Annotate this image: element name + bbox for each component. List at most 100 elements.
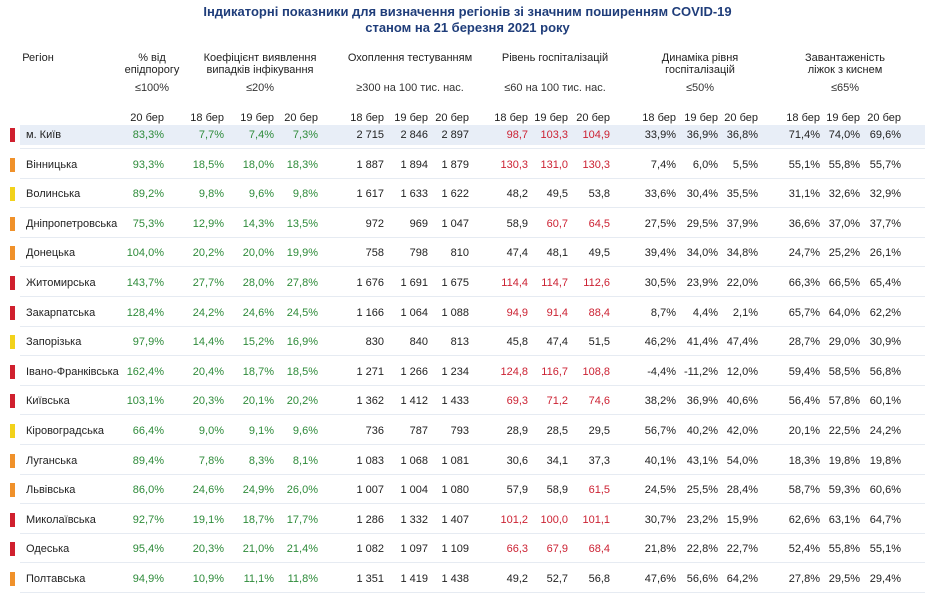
date-coef-3: 20 бер (284, 112, 318, 124)
region-name: Одеська (26, 543, 70, 555)
table-row: Закарпатська 128,4% 24,2% 24,6% 24,5% 1 166 1 … (0, 299, 935, 328)
region-name: Запорізька (26, 336, 82, 348)
hosp-cell: 130,3 (500, 159, 528, 171)
dyn-cell: 7,4% (650, 159, 676, 171)
coef-cell: 17,7% (286, 514, 318, 526)
pct-cell: 83,3% (132, 129, 164, 141)
dyn-cell: 30,4% (686, 188, 718, 200)
date-coef-1: 18 бер (190, 112, 224, 124)
coef-cell: 12,9% (192, 218, 224, 230)
dyn-cell: 56,7% (644, 425, 676, 437)
region-name: Дніпропетровська (26, 218, 118, 230)
oxy-cell: 66,5% (828, 277, 860, 289)
dyn-cell: 64,2% (726, 573, 758, 585)
coef-cell: 18,5% (286, 366, 318, 378)
test-cell: 1 887 (356, 159, 384, 171)
pct-cell: 92,7% (132, 514, 164, 526)
row-separator (20, 207, 925, 208)
oxy-cell: 29,4% (869, 573, 901, 585)
hosp-cell: 67,9 (546, 543, 568, 555)
test-cell: 1 064 (400, 307, 428, 319)
coef-cell: 7,3% (292, 129, 318, 141)
dyn-cell: 37,9% (726, 218, 758, 230)
hosp-cell: 34,1 (546, 455, 568, 467)
coef-cell: 14,3% (242, 218, 274, 230)
risk-level-marker (10, 424, 15, 438)
oxy-cell: 63,1% (828, 514, 860, 526)
risk-level-marker (10, 394, 15, 408)
test-cell: 1 097 (400, 543, 428, 555)
dyn-cell: 22,8% (686, 543, 718, 555)
hosp-cell: 56,8 (588, 573, 610, 585)
oxy-cell: 65,7% (788, 307, 820, 319)
hosp-cell: 58,9 (546, 484, 568, 496)
coef-cell: 7,4% (248, 129, 274, 141)
dyn-cell: 34,0% (686, 247, 718, 259)
test-cell: 1 007 (356, 484, 384, 496)
row-separator (20, 178, 925, 179)
dyn-cell: 23,9% (686, 277, 718, 289)
hosp-cell: 49,5 (588, 247, 610, 259)
risk-level-marker (10, 276, 15, 290)
title-line-2: станом на 21 березня 2021 року (365, 20, 570, 35)
hosp-cell: 47,4 (506, 247, 528, 259)
region-name: Полтавська (26, 573, 86, 585)
oxy-cell: 62,2% (869, 307, 901, 319)
test-cell: 736 (365, 425, 384, 437)
hosp-cell: 51,5 (588, 336, 610, 348)
coef-cell: 9,6% (248, 188, 274, 200)
row-separator (20, 592, 925, 593)
hosp-cell: 64,5 (588, 218, 610, 230)
dyn-cell: 36,9% (686, 395, 718, 407)
hosp-cell: 104,9 (582, 129, 610, 141)
dyn-cell: 5,5% (732, 159, 758, 171)
dyn-cell: 56,6% (686, 573, 718, 585)
table-row: Житомирська 143,7% 27,7% 28,0% 27,8% 1 676 1 6… (0, 269, 935, 298)
hosp-cell: 101,2 (500, 514, 528, 526)
coef-cell: 11,1% (243, 573, 274, 585)
pct-cell: 66,4% (132, 425, 164, 437)
dyn-cell: 8,7% (650, 307, 676, 319)
oxy-cell: 62,6% (788, 514, 820, 526)
date-test-3: 20 бер (435, 112, 469, 124)
region-name: Київська (26, 395, 70, 407)
row-separator (20, 533, 925, 534)
date-pct: 20 бер (130, 112, 164, 124)
dyn-cell: 21,8% (644, 543, 676, 555)
oxy-cell: 25,2% (828, 247, 860, 259)
oxy-cell: 55,7% (869, 159, 901, 171)
region-name: Вінницька (26, 159, 78, 171)
coef-cell: 7,7% (198, 129, 224, 141)
coef-cell: 8,1% (292, 455, 318, 467)
coef-cell: 9,6% (292, 425, 318, 437)
header-hospitalization-level: Рівень госпіталізацій ≤60 на 100 тис. на… (501, 52, 609, 94)
oxy-cell: 57,8% (828, 395, 860, 407)
date-test-1: 18 бер (350, 112, 384, 124)
dyn-cell: 6,0% (692, 159, 718, 171)
test-cell: 1 083 (356, 455, 384, 467)
header-oxygen-beds: Завантаженість ліжок з киснем ≤65% (805, 52, 885, 94)
region-name: Волинська (26, 188, 81, 200)
pct-cell: 93,3% (132, 159, 164, 171)
oxy-cell: 30,9% (869, 336, 901, 348)
hosp-cell: 28,9 (506, 425, 528, 437)
date-dyn-2: 19 бер (684, 112, 718, 124)
dyn-cell: 39,4% (644, 247, 676, 259)
region-name: Львівська (26, 484, 76, 496)
test-cell: 793 (450, 425, 469, 437)
oxy-cell: 36,6% (788, 218, 820, 230)
test-cell: 1 266 (400, 366, 428, 378)
dyn-cell: 28,4% (726, 484, 758, 496)
hosp-cell: 108,8 (582, 366, 610, 378)
table-row: Кіровоградська 66,4% 9,0% 9,1% 9,6% 736 787 793… (0, 417, 935, 446)
oxy-cell: 27,8% (788, 573, 820, 585)
coef-cell: 10,9% (192, 573, 224, 585)
hosp-cell: 45,8 (506, 336, 528, 348)
hosp-cell: 57,9 (506, 484, 528, 496)
oxy-cell: 31,1% (788, 188, 820, 200)
hosp-cell: 30,6 (506, 455, 528, 467)
dyn-cell: 54,0% (726, 455, 758, 467)
coef-cell: 24,6% (242, 307, 274, 319)
risk-level-marker (10, 572, 15, 586)
hosp-cell: 131,0 (540, 159, 568, 171)
